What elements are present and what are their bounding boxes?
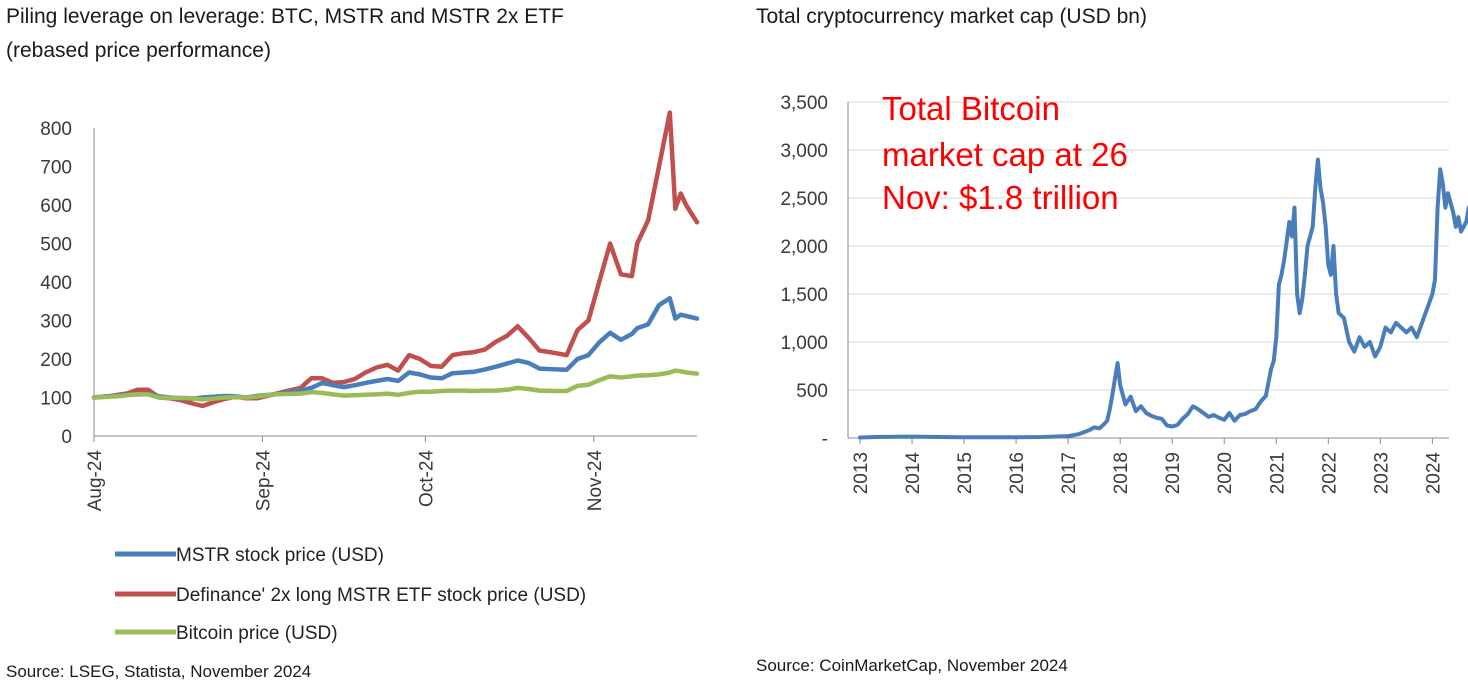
left-x-tick-label: Aug-24 (85, 450, 106, 512)
right-y-tick-label: 2,500 (780, 189, 828, 210)
right-x-tick-label: 2024 (1423, 452, 1444, 495)
right-x-tick-label: 2020 (1215, 452, 1236, 494)
left-x-tick-label: Nov-24 (585, 450, 606, 512)
mstr-legend-label: MSTR stock price (USD) (176, 545, 384, 566)
left-chart-title: Piling leverage on leverage: BTC, MSTR a… (6, 5, 564, 62)
right-x-tick-label: 2019 (1163, 452, 1184, 494)
right-x-tick-label: 2023 (1371, 452, 1392, 494)
left-y-tick-label: 300 (40, 312, 72, 333)
right-x-tick-label: 2022 (1319, 452, 1340, 494)
left-line-chart: 0 100 200 300 400 500 600 700 800 Aug-24 Sep-24 Oct… (40, 110, 700, 644)
left-y-tick-label: 400 (40, 273, 72, 294)
right-x-tick-label: 2014 (903, 452, 924, 495)
right-y-tick-label: 2,000 (780, 237, 828, 258)
left-x-tick-label: Oct-24 (416, 450, 437, 507)
right-y-tick-label: 3,000 (780, 141, 828, 162)
right-x-tick-label: 2015 (955, 452, 976, 494)
right-y-tick-label: 1,000 (780, 333, 828, 354)
right-chart-title: Total cryptocurrency market cap (USD bn) (756, 5, 1147, 28)
right-source-note: Source: CoinMarketCap, November 2024 (756, 656, 1068, 675)
right-y-tick-label: 500 (796, 381, 828, 402)
market-cap-series-line (858, 157, 1468, 440)
right-x-tick-label: 2016 (1007, 452, 1028, 494)
right-line-chart: - 500 1,000 1,500 2,000 2,500 3,000 3,500 2013 20… (780, 90, 1468, 495)
left-source-note: Source: LSEG, Statista, November 2024 (6, 662, 312, 681)
right-y-tick-label: 1,500 (780, 285, 828, 306)
left-y-tick-label: 800 (40, 119, 72, 140)
btc-series-line (91, 368, 700, 402)
right-x-tick-label: 2013 (851, 452, 872, 494)
btc-legend-label: Bitcoin price (USD) (176, 623, 338, 644)
annotation-line-2: market cap at 26 (882, 136, 1128, 173)
left-y-tick-label: 0 (61, 427, 72, 448)
left-x-tick-label: Sep-24 (253, 450, 274, 512)
left-y-tick-label: 200 (40, 350, 72, 371)
annotation-line-3: Nov: $1.8 trillion (882, 179, 1119, 216)
etf-legend-label: Definance' 2x long MSTR ETF stock price … (176, 585, 586, 606)
right-y-tick-label: 3,500 (780, 93, 828, 114)
right-x-tick-label: 2018 (1111, 452, 1132, 494)
left-y-tick-label: 700 (40, 158, 72, 179)
right-x-tick-label: 2017 (1059, 452, 1080, 494)
left-y-tick-label: 500 (40, 235, 72, 256)
right-y-tick-label: - (822, 429, 828, 450)
left-y-tick-label: 100 (40, 389, 72, 410)
right-x-tick-label: 2021 (1267, 452, 1288, 494)
annotation-line-1: Total Bitcoin (882, 90, 1060, 127)
left-y-tick-label: 600 (40, 196, 72, 217)
etf-series-line (91, 110, 700, 409)
